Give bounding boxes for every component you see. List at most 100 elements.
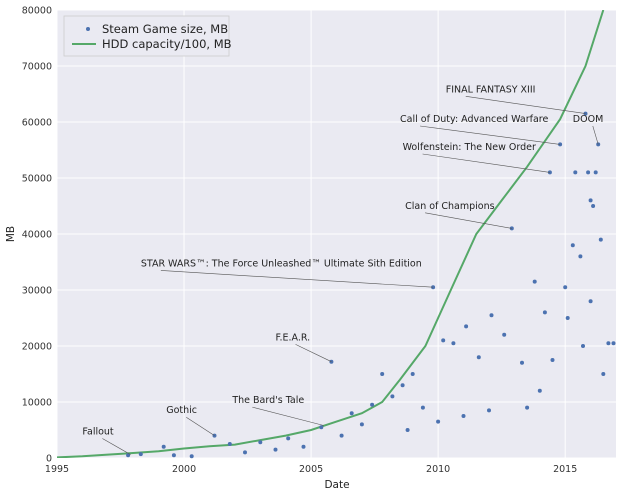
x-tick-label: 2005 [299, 464, 323, 475]
game-size-point [593, 170, 598, 175]
game-size-point [588, 198, 593, 203]
legend-scatter-marker [86, 27, 90, 31]
legend-box [63, 15, 230, 57]
annotation-leader-line [295, 344, 332, 362]
annotation-leader-line [186, 416, 215, 436]
y-tick-label: 80000 [22, 6, 52, 17]
hdd-capacity-line [57, 10, 605, 458]
annotation-label: Gothic [166, 405, 197, 416]
game-size-point [359, 422, 364, 427]
x-axis-label: Date [324, 479, 349, 491]
annotation-leader-line [160, 270, 434, 288]
game-size-point [189, 454, 194, 459]
game-size-point [563, 285, 568, 290]
game-size-point [319, 425, 324, 430]
annotation-leader-line [592, 125, 599, 145]
game-size-point [390, 394, 395, 399]
game-size-point [550, 358, 555, 362]
game-size-point [578, 254, 583, 259]
annotation-label: The Bard's Tale [231, 395, 304, 406]
game-size-point [301, 444, 306, 449]
game-size-point [339, 433, 344, 438]
game-size-point [171, 453, 176, 458]
game-size-point [431, 285, 436, 290]
game-size-point [286, 436, 291, 441]
game-size-point [451, 341, 456, 346]
game-size-point [138, 452, 143, 457]
game-size-point [591, 204, 596, 208]
game-size-point [400, 383, 405, 388]
game-size-point [487, 408, 491, 413]
game-size-point [349, 411, 354, 416]
legend-scatter-label: Steam Game size, MB [102, 22, 228, 36]
game-size-point [586, 170, 591, 175]
game-size-point [601, 372, 606, 376]
y-axis-label: MB [5, 226, 17, 242]
game-size-point [161, 444, 166, 449]
legend: Steam Game size, MB HDD capacity/100, MB [63, 15, 232, 57]
annotation-label: DOOM [573, 114, 603, 125]
game-size-point [570, 243, 575, 248]
y-tick-label: 70000 [22, 62, 52, 73]
game-size-point [532, 279, 537, 284]
y-tick-label: 40000 [22, 230, 52, 241]
game-size-point [525, 405, 530, 410]
y-tick-label: 50000 [22, 174, 52, 185]
game-size-point [542, 310, 547, 315]
game-size-point [520, 360, 524, 365]
game-size-point [565, 316, 570, 320]
game-size-point [581, 344, 585, 348]
game-size-point [370, 402, 375, 407]
game-size-point [573, 170, 578, 175]
game-size-point [489, 313, 494, 318]
game-size-point [464, 324, 469, 329]
game-size-point [588, 299, 593, 304]
game-size-point [537, 388, 542, 393]
game-size-point [243, 450, 247, 455]
game-size-point [611, 341, 616, 346]
steam-game-size-series [126, 111, 616, 459]
annotation-label: Call of Duty: Advanced Warfare [400, 114, 548, 125]
y-tick-label: 10000 [22, 398, 52, 409]
hdd-capacity-series [57, 10, 605, 458]
game-size-point [380, 372, 385, 376]
game-size-point [598, 237, 603, 242]
annotation-label: Clan of Champions [405, 201, 495, 212]
annotations: Fallout Gothic The Bard's Tale F.E.A.R. STAR… [82, 84, 603, 455]
game-size-point [461, 414, 466, 418]
annotation-leader-line [465, 96, 586, 114]
game-size-point [126, 453, 131, 458]
game-size-point [410, 372, 415, 376]
axis-ticks: 1995 2000 2005 2010 2015 0 10000 20000 30000 4000… [22, 6, 578, 476]
grid-lines [56, 9, 616, 459]
game-size-point [258, 440, 263, 445]
x-tick-label: 2000 [172, 464, 196, 475]
x-tick-label: 1995 [45, 464, 69, 475]
annotation-label: Wolfenstein: The New Order [403, 142, 536, 153]
game-size-point [405, 428, 410, 432]
x-tick-label: 2010 [426, 464, 450, 475]
game-size-point [441, 338, 446, 343]
y-tick-label: 20000 [22, 342, 52, 353]
y-tick-label: 0 [46, 454, 52, 465]
game-size-point [502, 332, 507, 337]
x-tick-label: 2015 [553, 464, 577, 475]
game-size-point [436, 419, 441, 424]
legend-line-label: HDD capacity/100, MB [102, 37, 232, 51]
game-size-point [476, 355, 481, 360]
game-size-point [420, 405, 425, 410]
annotation-label: Fallout [82, 426, 114, 437]
game-size-point [273, 447, 278, 452]
annotation-leader-line [102, 438, 131, 455]
y-tick-label: 60000 [22, 118, 52, 129]
annotation-leader-line [425, 212, 512, 229]
annotation-leader-line [419, 125, 561, 145]
annotation-leader-line [252, 406, 324, 426]
annotation-label: F.E.A.R. [276, 332, 311, 343]
y-tick-label: 30000 [22, 286, 52, 297]
annotation-label: STAR WARS™: The Force Unleashed™ Ultimat… [141, 258, 422, 269]
game-size-point [227, 442, 232, 446]
game-size-point [606, 341, 611, 346]
annotation-leader-line [422, 153, 550, 173]
